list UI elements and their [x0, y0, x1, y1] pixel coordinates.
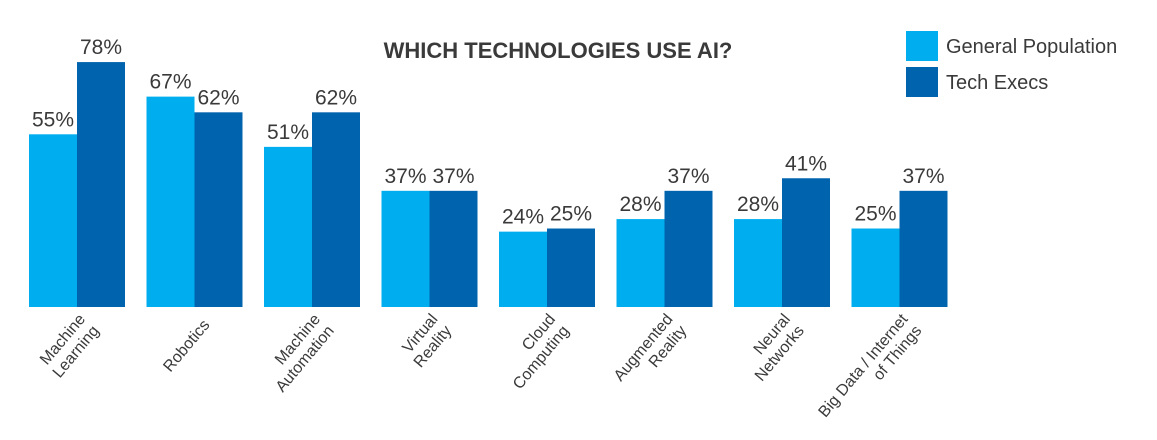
value-label: 28% — [737, 193, 779, 216]
value-label: 78% — [80, 36, 122, 59]
bar-tech-execs-6 — [782, 178, 830, 307]
legend-label: Tech Execs — [946, 72, 1048, 94]
value-label: 67% — [149, 71, 191, 94]
value-label: 37% — [902, 165, 944, 188]
bar-tech-execs-4 — [547, 228, 595, 307]
legend-label: General Population — [946, 36, 1117, 58]
bar-general-population-6 — [734, 219, 782, 307]
value-label: 25% — [550, 203, 592, 226]
category-label-line: Robotics — [160, 317, 213, 376]
value-label: 41% — [785, 152, 827, 175]
legend-swatch-tech-execs — [906, 67, 938, 97]
bar-tech-execs-5 — [664, 190, 713, 307]
value-label: 28% — [619, 193, 661, 216]
bar-general-population-3 — [381, 190, 430, 307]
bar-tech-execs-2 — [312, 112, 360, 307]
category-label: Robotics — [160, 317, 213, 376]
value-label: 55% — [32, 108, 74, 131]
value-label: 62% — [197, 86, 239, 109]
value-label: 37% — [432, 165, 474, 188]
bar-tech-execs-1 — [194, 112, 243, 307]
value-label: 51% — [267, 121, 309, 144]
bar-tech-execs-3 — [429, 190, 478, 307]
legend: General Population Tech Execs — [906, 31, 1117, 97]
value-labels-group: 55% 78% 67% 62% 51% 62% 37% 37% 24% 25% 28% 37% 28% 4… — [32, 36, 945, 229]
value-label: 25% — [854, 203, 896, 226]
value-label: 37% — [384, 165, 426, 188]
value-label: 62% — [315, 86, 357, 109]
bars-group — [29, 62, 948, 308]
value-label: 24% — [502, 206, 544, 229]
bar-general-population-2 — [264, 146, 312, 307]
bar-tech-execs-7 — [899, 190, 948, 307]
bar-general-population-4 — [499, 231, 547, 307]
bar-general-population-7 — [851, 228, 900, 307]
bar-general-population-5 — [616, 219, 665, 307]
chart-title: WHICH TECHNOLOGIES USE AI? — [384, 38, 733, 63]
legend-swatch-general-population — [906, 31, 938, 61]
bar-general-population-0 — [29, 134, 77, 307]
bar-tech-execs-0 — [77, 62, 125, 307]
bar-general-population-1 — [146, 96, 195, 308]
value-label: 37% — [667, 165, 709, 188]
